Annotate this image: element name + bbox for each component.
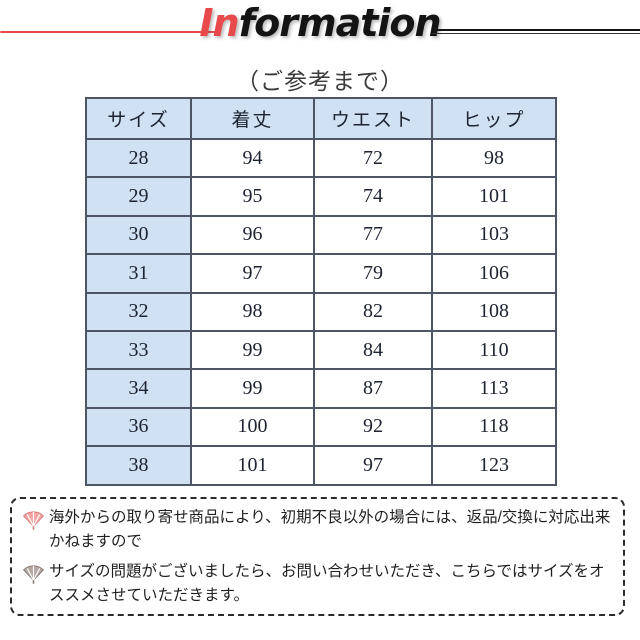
fan-icon: [22, 511, 45, 530]
measurement-cell: 74: [313, 176, 433, 217]
header-right-line: [432, 29, 640, 34]
measurement-cell: 106: [431, 253, 557, 294]
measurement-cell: 87: [313, 368, 433, 409]
size-cell: 36: [85, 406, 192, 448]
measurement-cell: 103: [431, 214, 557, 256]
size-cell: 34: [85, 368, 192, 409]
table-row: 32 98 82 108: [85, 291, 557, 332]
page-title: Information: [199, 1, 442, 45]
size-cell: 33: [85, 329, 192, 371]
size-cell: 29: [85, 176, 192, 217]
fan-icon: [22, 565, 45, 584]
page-header: Information: [0, 0, 640, 62]
measurement-cell: 118: [431, 406, 557, 448]
notes-box: 海外からの取り寄せ商品により、初期不良以外の場合には、返品/交換に対応出来かねま…: [10, 497, 625, 616]
note-text: 海外からの取り寄せ商品により、初期不良以外の場合には、返品/交換に対応出来かねま…: [49, 509, 611, 550]
measurement-cell: 72: [313, 137, 433, 179]
size-cell: 32: [85, 291, 192, 332]
page-title-rest: formation: [238, 1, 442, 45]
measurement-cell: 97: [190, 253, 315, 294]
table-header-row: サイズ 着丈 ウエスト ヒップ: [85, 97, 557, 140]
measurement-cell: 84: [313, 329, 433, 371]
table-row: 34 99 87 113: [85, 368, 557, 409]
measurement-cell: 82: [313, 291, 433, 332]
page-subtitle: （ご参考まで）: [236, 69, 404, 94]
measurement-cell: 95: [190, 176, 315, 217]
measurement-cell: 108: [431, 291, 557, 332]
measurement-cell: 123: [431, 445, 557, 486]
measurement-cell: 100: [190, 406, 315, 448]
measurement-cell: 101: [190, 445, 315, 486]
measurement-cell: 92: [313, 406, 433, 448]
measurement-cell: 110: [431, 329, 557, 371]
measurement-cell: 94: [190, 137, 315, 179]
size-cell: 31: [85, 253, 192, 294]
table-row: 38 101 97 123: [85, 445, 557, 486]
table-row: 28 94 72 98: [85, 137, 557, 179]
size-cell: 30: [85, 214, 192, 256]
measurement-cell: 97: [313, 445, 433, 486]
measurement-cell: 79: [313, 253, 433, 294]
note-item-returns: 海外からの取り寄せ商品により、初期不良以外の場合には、返品/交換に対応出来かねま…: [20, 506, 617, 553]
table-row: 36 100 92 118: [85, 406, 557, 448]
header-left-line: [0, 31, 216, 33]
table-row: 31 97 79 106: [85, 253, 557, 294]
measurement-cell: 98: [431, 137, 557, 179]
column-header-waist: ウエスト: [313, 97, 433, 140]
measurement-cell: 98: [190, 291, 315, 332]
column-header-hip: ヒップ: [431, 97, 557, 140]
measurement-cell: 99: [190, 329, 315, 371]
size-cell: 28: [85, 137, 192, 179]
measurement-cell: 96: [190, 214, 315, 256]
column-header-size: サイズ: [85, 97, 192, 140]
note-item-sizing: サイズの問題がございましたら、お問い合わせいただき、こちらではサイズをオススメさ…: [20, 560, 617, 607]
table-row: 33 99 84 110: [85, 329, 557, 371]
table-row: 30 96 77 103: [85, 214, 557, 256]
note-text: サイズの問題がございましたら、お問い合わせいただき、こちらではサイズをオススメさ…: [49, 563, 605, 604]
measurement-cell: 77: [313, 214, 433, 256]
size-table-header: サイズ 着丈 ウエスト ヒップ: [85, 97, 557, 140]
size-cell: 38: [85, 445, 192, 486]
measurement-cell: 101: [431, 176, 557, 217]
measurement-cell: 113: [431, 368, 557, 409]
measurement-cell: 99: [190, 368, 315, 409]
size-table-body: 28 94 72 98 29 95 74 101 30 96 77 103 31 97 79 106 32 98 8…: [85, 137, 557, 486]
size-table: サイズ 着丈 ウエスト ヒップ 28 94 72 98 29 95 74 101 30 96 77 1…: [85, 97, 557, 486]
page-title-accent: In: [199, 1, 239, 45]
table-row: 29 95 74 101: [85, 176, 557, 217]
column-header-length: 着丈: [190, 97, 315, 140]
